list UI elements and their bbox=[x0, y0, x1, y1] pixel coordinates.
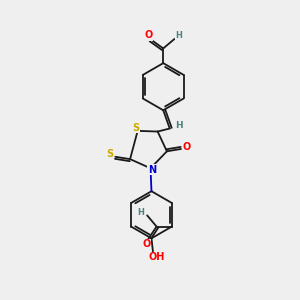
Text: O: O bbox=[182, 142, 190, 152]
Text: H: H bbox=[175, 121, 183, 130]
Text: OH: OH bbox=[148, 253, 165, 262]
Text: O: O bbox=[144, 30, 153, 40]
Text: S: S bbox=[133, 123, 140, 133]
Text: N: N bbox=[148, 165, 156, 175]
Text: H: H bbox=[137, 208, 144, 217]
Text: O: O bbox=[143, 239, 151, 249]
Text: S: S bbox=[106, 149, 114, 159]
Text: H: H bbox=[175, 31, 182, 40]
